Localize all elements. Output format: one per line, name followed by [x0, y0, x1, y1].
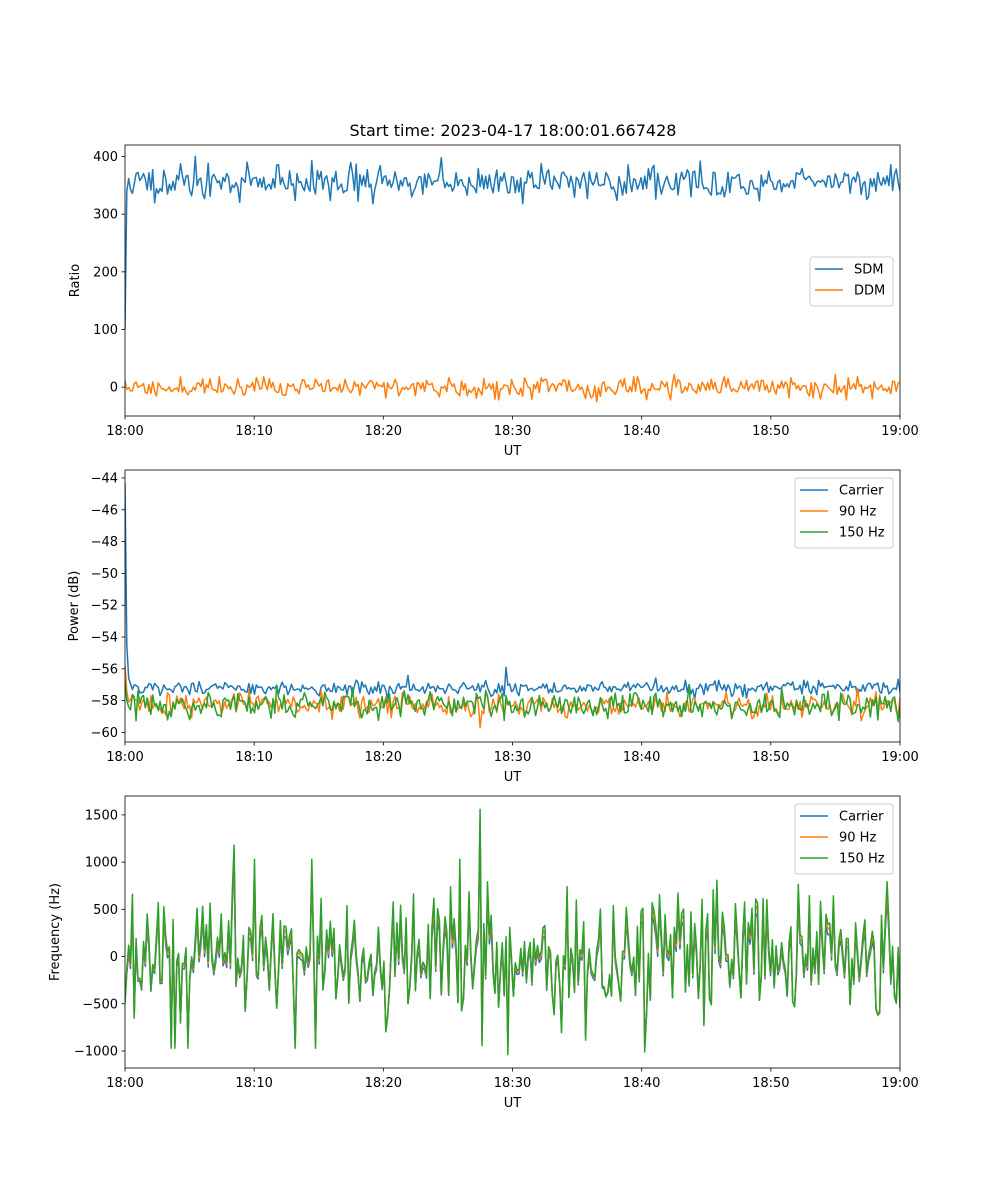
legend-label: 90 Hz: [839, 831, 876, 846]
legend-label: 90 Hz: [839, 505, 876, 520]
subplot-2: 18:00 18:10 18:20 18:30 18:40 18:50 19:00 UT −60…: [67, 469, 919, 785]
y-tick-label: −58: [91, 694, 118, 709]
x-tick-label: 18:40: [623, 750, 660, 765]
y-tick-label: 400: [93, 150, 118, 165]
y-tick-label: 300: [93, 208, 118, 223]
y-tick-label: 1000: [85, 856, 118, 871]
y-tick-label: −46: [91, 503, 118, 518]
x-tick-label: 18:40: [623, 1076, 660, 1091]
y-tick-label: −50: [91, 567, 118, 582]
y-tick-label: 500: [93, 903, 118, 918]
y-tick-label: −1000: [74, 1045, 118, 1060]
legend-label: 150 Hz: [839, 852, 885, 867]
y-tick-label: −52: [91, 599, 118, 614]
y-tick-label: −56: [91, 662, 118, 677]
series-line-ddm: [125, 373, 900, 403]
legend-box: [794, 477, 894, 549]
legend-label: SDM: [854, 263, 883, 278]
y-tick-label: 1500: [85, 808, 118, 823]
x-tick-label: 18:00: [106, 424, 143, 439]
y-tick-label: −54: [91, 631, 118, 646]
y-axis-label: Power (dB): [67, 571, 82, 642]
x-tick-label: 18:30: [494, 1076, 531, 1091]
x-tick-label: 18:40: [623, 424, 660, 439]
legend: SDM DDM: [809, 256, 894, 307]
series-line-150-hz: [125, 808, 900, 1056]
x-axis-label: UT: [504, 770, 522, 785]
legend-label: 150 Hz: [839, 526, 885, 541]
x-tick-label: 18:10: [235, 1076, 272, 1091]
y-tick-label: 200: [93, 265, 118, 280]
y-axis-label: Frequency (Hz): [48, 883, 63, 981]
y-tick-label: −500: [82, 997, 118, 1012]
x-tick-label: 18:50: [752, 750, 789, 765]
x-tick-label: 19:00: [881, 1076, 918, 1091]
legend: Carrier 90 Hz 150 Hz: [794, 803, 894, 875]
legend: Carrier 90 Hz 150 Hz: [794, 477, 894, 549]
x-tick-label: 18:50: [752, 424, 789, 439]
x-axis-label: UT: [504, 444, 522, 459]
series-line-150-hz: [125, 681, 900, 723]
series-line-90-hz: [125, 665, 900, 729]
figure-title: Start time: 2023-04-17 18:00:01.667428: [350, 121, 677, 140]
x-tick-label: 18:00: [106, 1076, 143, 1091]
legend-label: Carrier: [839, 810, 884, 825]
series-line-carrier: [125, 482, 900, 700]
x-tick-label: 18:00: [106, 750, 143, 765]
series-line-sdm: [125, 155, 900, 330]
y-tick-label: 0: [110, 950, 118, 965]
y-tick-label: −44: [91, 471, 118, 486]
legend-box: [794, 803, 894, 875]
x-tick-label: 18:20: [365, 424, 402, 439]
legend-label: DDM: [854, 284, 885, 299]
x-tick-label: 18:30: [494, 750, 531, 765]
y-tick-label: 0: [110, 381, 118, 396]
legend-label: Carrier: [839, 484, 884, 499]
y-tick-label: 100: [93, 323, 118, 338]
x-tick-label: 18:20: [365, 1076, 402, 1091]
y-tick-label: −48: [91, 535, 118, 550]
x-tick-label: 19:00: [881, 424, 918, 439]
x-tick-label: 19:00: [881, 750, 918, 765]
x-axis-label: UT: [504, 1096, 522, 1111]
series-line-carrier: [125, 829, 900, 1043]
x-tick-label: 18:20: [365, 750, 402, 765]
series-line-90-hz: [125, 818, 900, 1049]
x-tick-label: 18:50: [752, 1076, 789, 1091]
x-tick-label: 18:10: [235, 424, 272, 439]
axes-frame: [124, 795, 901, 1069]
x-tick-label: 18:30: [494, 424, 531, 439]
subplot-3: 18:00 18:10 18:20 18:30 18:40 18:50 19:00 UT −10…: [48, 795, 919, 1111]
subplot-1: 18:00 18:10 18:20 18:30 18:40 18:50 19:00 UT 0 10…: [68, 144, 919, 459]
y-axis-label: Ratio: [68, 264, 83, 297]
x-tick-label: 18:10: [235, 750, 272, 765]
y-tick-label: −60: [91, 726, 118, 741]
